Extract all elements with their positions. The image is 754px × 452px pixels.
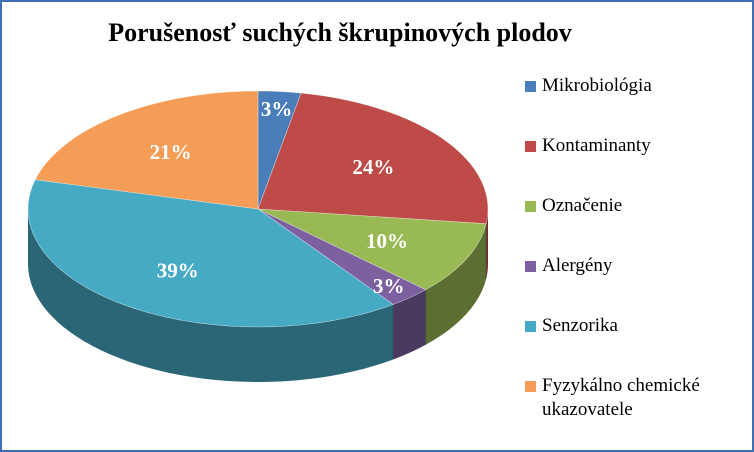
legend-swatch [525,321,536,332]
slice-label-4: 39% [157,259,199,283]
legend-label: Kontaminanty [542,135,651,156]
pie-slice-2 [257,208,487,291]
slice-label-1: 24% [352,155,394,179]
pie-side-1 [486,209,488,279]
pie-side-2 [425,223,487,345]
pie-slice-5 [34,90,259,210]
pie-side-4 [28,209,394,382]
pie-side-3 [393,289,426,360]
chart-title: Porušenosť suchých škrupinových plodov [108,18,572,47]
slice-label-2: 10% [366,229,408,253]
legend-swatch [525,141,536,152]
legend-swatch [525,201,536,212]
legend-label: Senzorika [542,315,618,336]
slice-label-3: 3% [373,274,405,298]
slice-label-0: 3% [261,97,293,121]
legend-swatch [525,261,536,272]
pie-slice-4 [27,179,394,328]
legend-label: Alergény [542,255,613,276]
legend-swatch [525,381,536,392]
legend-label: Mikrobiológia [542,75,652,96]
pie-slice-1 [257,92,489,225]
legend-label: Fyzykálno chemické ukazovatele [542,375,700,420]
legend-swatch [525,81,536,92]
slice-label-5: 21% [150,140,192,164]
legend-label: Označenie [542,195,623,216]
